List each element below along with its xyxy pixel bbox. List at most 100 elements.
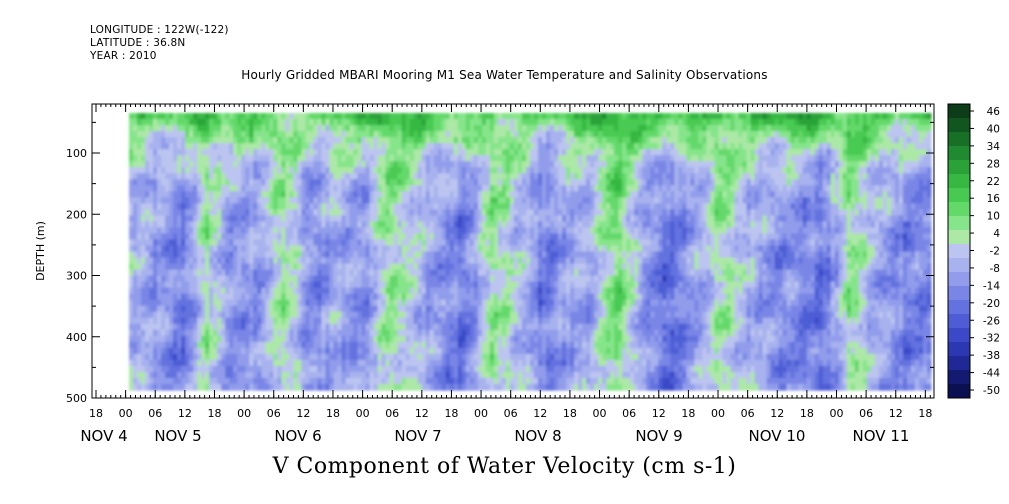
heatmap-cell — [309, 257, 315, 265]
heatmap-cell — [542, 299, 547, 307]
heatmap-cell — [193, 377, 198, 385]
heatmap-cell — [349, 317, 355, 325]
heatmap-cell — [253, 155, 258, 162]
heatmap-cell — [542, 215, 547, 222]
heatmap-cell — [401, 281, 407, 289]
heatmap-cell — [562, 233, 567, 241]
heatmap-cell — [129, 173, 134, 180]
heatmap-cell — [546, 329, 551, 337]
year-label: YEAR : 2010 — [90, 50, 157, 62]
heatmap-cell — [445, 143, 451, 150]
heatmap-cell — [201, 299, 206, 307]
heatmap-cell — [357, 365, 363, 373]
heatmap-cell — [453, 233, 459, 241]
heatmap-cell — [265, 215, 270, 222]
heatmap-cell — [558, 137, 563, 144]
heatmap-cell — [205, 347, 210, 355]
heatmap-cell — [305, 263, 311, 271]
heatmap-cell — [445, 239, 451, 247]
heatmap-cell — [201, 257, 206, 265]
heatmap-cell — [305, 131, 311, 138]
heatmap-cell — [341, 293, 347, 301]
heatmap-cell — [157, 143, 162, 150]
heatmap-cell — [461, 287, 467, 295]
heatmap-cell — [141, 329, 146, 337]
heatmap-cell — [229, 299, 234, 307]
heatmap-cell — [550, 329, 555, 337]
heatmap-cell — [201, 119, 206, 126]
heatmap-cell — [562, 227, 567, 235]
heatmap-cell — [433, 161, 439, 168]
heatmap-cell — [181, 227, 186, 235]
heatmap-cell — [217, 167, 222, 174]
heatmap-cell — [293, 245, 299, 253]
heatmap-cell — [225, 287, 230, 295]
heatmap-cell — [554, 239, 559, 247]
heatmap-cell — [481, 299, 487, 307]
heatmap-cell — [157, 197, 162, 204]
heatmap-cell — [197, 335, 202, 343]
heatmap-cell — [385, 167, 391, 174]
heatmap-cell — [221, 359, 226, 367]
heatmap-cell — [449, 305, 455, 313]
heatmap-cell — [493, 365, 499, 373]
heatmap-cell — [341, 173, 347, 180]
heatmap-cell — [301, 275, 307, 283]
heatmap-cell — [397, 149, 403, 156]
heatmap-cell — [301, 323, 307, 331]
heatmap-cell — [517, 185, 523, 192]
heatmap-cell — [530, 353, 535, 361]
heatmap-cell — [409, 317, 415, 325]
heatmap-cell — [141, 179, 146, 186]
heatmap-cell — [525, 341, 531, 349]
heatmap-cell — [209, 161, 214, 168]
heatmap-cell — [233, 323, 238, 331]
heatmap-cell — [521, 149, 527, 156]
heatmap-cell — [361, 197, 367, 204]
heatmap-cell — [137, 137, 142, 144]
heatmap-cell — [245, 227, 250, 235]
heatmap-cell — [249, 359, 254, 367]
heatmap-cell — [505, 305, 511, 313]
heatmap-cell — [433, 341, 439, 349]
heatmap-cell — [449, 365, 455, 373]
heatmap-cell — [185, 359, 190, 367]
heatmap-cell — [133, 365, 138, 373]
heatmap-cell — [405, 281, 411, 289]
heatmap-cell — [325, 329, 331, 337]
heatmap-cell — [145, 149, 150, 156]
heatmap-cell — [517, 287, 523, 295]
heatmap-cell — [441, 239, 447, 247]
heatmap-cell — [433, 143, 439, 150]
heatmap-cell — [345, 263, 351, 271]
heatmap-cell — [189, 209, 194, 216]
heatmap-cell — [193, 281, 198, 289]
heatmap-cell — [453, 251, 459, 259]
heatmap-cell — [477, 167, 483, 174]
heatmap-cell — [509, 191, 515, 198]
heatmap-cell — [433, 359, 439, 367]
heatmap-cell — [169, 317, 174, 325]
heatmap-cell — [197, 233, 202, 241]
heatmap-cell — [413, 119, 419, 126]
heatmap-cell — [417, 341, 423, 349]
heatmap-cell — [137, 203, 142, 210]
heatmap-cell — [421, 173, 427, 180]
heatmap-cell — [429, 239, 435, 247]
heatmap-cell — [173, 227, 178, 235]
heatmap-cell — [349, 197, 355, 204]
heatmap-cell — [369, 305, 375, 313]
heatmap-cell — [317, 161, 323, 168]
heatmap-cell — [453, 239, 459, 247]
heatmap-cell — [437, 119, 443, 126]
heatmap-cell — [309, 203, 315, 210]
heatmap-cell — [341, 269, 347, 277]
heatmap-cell — [217, 299, 222, 307]
heatmap-cell — [329, 323, 335, 331]
heatmap-cell — [205, 251, 210, 259]
heatmap-cell — [521, 371, 527, 379]
heatmap-cell — [509, 185, 515, 192]
heatmap-cell — [165, 311, 170, 319]
heatmap-cell — [429, 143, 435, 150]
heatmap-cell — [337, 131, 343, 138]
